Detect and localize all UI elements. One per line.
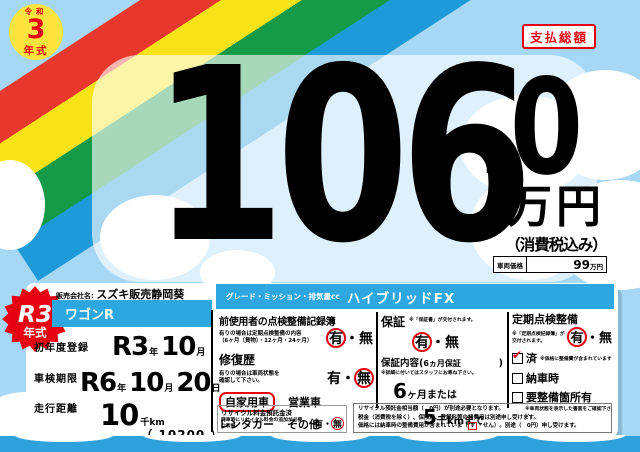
record-title: 前使用者の点検整備記録簿 bbox=[219, 317, 336, 328]
periodic-note: ※「定期点検記録簿」が 交付されます。 bbox=[512, 331, 565, 344]
warranty-title: 保証 bbox=[381, 315, 406, 329]
era-year: 3 bbox=[26, 14, 46, 46]
recycle-line-2: 税金（消費税を除く）、保険料、登録料等の諸費用は別途申し受けます。 bbox=[358, 414, 539, 421]
divider bbox=[507, 312, 509, 408]
price-unit: 万円 bbox=[506, 180, 605, 233]
dealer-name: スズキ販売静岡葵 bbox=[96, 288, 185, 301]
dealer-label: 販売会社名: bbox=[56, 292, 94, 300]
checkbox-icon bbox=[512, 372, 523, 384]
warranty-content-note: ※詳細に付いてはスタッフにお尋ね下さい。 bbox=[381, 371, 477, 376]
cloud bbox=[545, 70, 640, 180]
check-done: 済 ※価格に整備費が含まれています bbox=[512, 348, 612, 366]
recycle-yes-no: 有・無 bbox=[314, 417, 344, 430]
warranty-period: 6 ヶ月または bbox=[393, 379, 457, 403]
vehicle-price-box: 車両価格 99万円 bbox=[493, 256, 607, 273]
record-notes: 有りの場合は定期点検整備の内容 （6ヶ月（貨物）・12ヶ月・24ヶ月） bbox=[219, 330, 313, 344]
first-registration-label: 初年度登録 bbox=[34, 343, 89, 354]
repair-yes-no: 有・無 bbox=[327, 368, 374, 388]
tax-note: （消費税込み） bbox=[505, 236, 608, 254]
divider bbox=[376, 312, 378, 408]
inspection-label: 車検期限 bbox=[34, 374, 78, 385]
check-needs-service: 要整備箇所有 bbox=[512, 389, 612, 405]
inspection-value: R6 年 10 月 20 日 bbox=[80, 368, 221, 398]
grade-bar: グレード・ミッション・排気量cc ハイブリッドFX bbox=[216, 284, 614, 309]
car-name-bar: ワゴンR bbox=[52, 300, 212, 327]
dealer-line: 販売会社名: スズキ販売静岡葵 bbox=[56, 286, 184, 302]
periodic-section: 定期点検整備 ※「定期点検記録簿」が交付されます。 有・無 済 ※価格に整備費が… bbox=[512, 311, 612, 419]
recycle-right-box: リサイクル預託金相当額（ 0円）が別途必要となります。 税金（消費税を除く）、保… bbox=[353, 403, 612, 433]
recycle-left-box: リサイクル料金預託金済 廃車時にリサイクル料金の追加が必要な装備 有・無 bbox=[217, 405, 347, 433]
warranty-note: ※「保証書」が交付されます。 bbox=[409, 318, 476, 323]
check-needs-note: ※車両状態を表示した書面をご確認下さい bbox=[525, 407, 612, 419]
vehicle-price-value: 99万円 bbox=[573, 257, 603, 272]
check-done-note: ※価格に整備費が含まれています bbox=[540, 356, 612, 362]
vehicle-price-label: 車両価格 bbox=[494, 257, 527, 272]
era-label: 令和 bbox=[24, 7, 48, 17]
periodic-yes-no: 有・無 bbox=[566, 326, 612, 347]
circle-mark: 有 bbox=[326, 328, 346, 348]
bottom-wave bbox=[0, 435, 640, 452]
checkbox-checked-icon bbox=[512, 348, 523, 364]
usage-row-2: レンタカー その他 bbox=[219, 416, 373, 432]
circle-mark: 有 bbox=[566, 326, 587, 347]
model-year-text: R3 bbox=[18, 301, 52, 328]
circle-mark: 無 bbox=[354, 368, 374, 388]
divider bbox=[211, 310, 213, 432]
grade-label: グレード・ミッション・排気量cc bbox=[226, 292, 340, 301]
era-year-badge: 令和 3 年式 bbox=[9, 4, 63, 60]
model-year-badge: R3 年式 bbox=[2, 286, 68, 352]
recycle-line-3: 価格には納車時の整備費用が含まれていま（す・せん）。別途（ 0円）申し受けます。 bbox=[358, 422, 580, 431]
periodic-title: 定期点検整備 bbox=[512, 313, 578, 326]
marked-option: す bbox=[467, 422, 478, 431]
warranty-content: 6ヵ月保証 bbox=[423, 359, 461, 368]
details-box: グレード・ミッション・排気量cc ハイブリッドFX 前使用者の点検整備記録簿 有… bbox=[216, 284, 614, 435]
circle-mark: 有 bbox=[412, 332, 432, 352]
repair-notes: 有りの場合は車両状態を 確認して下さい。 bbox=[219, 370, 280, 384]
grade-value: ハイブリッドFX bbox=[346, 290, 456, 307]
circle-mark: 無 bbox=[331, 417, 344, 430]
mileage-unit: 千km bbox=[140, 418, 165, 428]
model-year-suffix: 年式 bbox=[23, 325, 47, 339]
warranty-yes-no: 有・無 bbox=[412, 332, 503, 352]
warranty-content-label: 保証内容( bbox=[381, 358, 424, 369]
check-delivery: 納車時 bbox=[512, 370, 612, 386]
payment-total-badge: 支払総額 bbox=[522, 24, 596, 49]
record-yes-no: 有・無 bbox=[326, 328, 373, 348]
price-fraction: .0 bbox=[476, 51, 583, 205]
warranty-distance: 5 千kmまで bbox=[423, 405, 484, 429]
cloud bbox=[100, 195, 210, 280]
mileage-label: 走行距離 bbox=[34, 404, 78, 415]
usage-rental: レンタカー bbox=[219, 418, 274, 431]
first-registration-value: R3 年 10 月 bbox=[112, 332, 206, 362]
usage-other: その他 bbox=[287, 418, 320, 431]
repair-title: 修復歴 bbox=[219, 353, 256, 367]
recycle-equip-note: 廃車時にリサイクル料金の追加が必要な装備 bbox=[221, 417, 303, 429]
record-section: 前使用者の点検整備記録簿 有りの場合は定期点検整備の内容 （6ヶ月（貨物）・12ヶ… bbox=[219, 313, 374, 432]
price-amount: 106 bbox=[152, 16, 534, 296]
recycle-deposited: リサイクル料金預託金済 bbox=[221, 409, 293, 417]
recycle-line-1: リサイクル預託金相当額（ 0円）が別途必要となります。 bbox=[358, 406, 504, 412]
checkbox-icon bbox=[512, 391, 523, 403]
warranty-section: 保証 ※「保証書」が交付されます。 有・無 保証内容( 6ヵ月保証 ) ※詳細に… bbox=[381, 315, 503, 429]
era-suffix: 年式 bbox=[23, 44, 49, 57]
